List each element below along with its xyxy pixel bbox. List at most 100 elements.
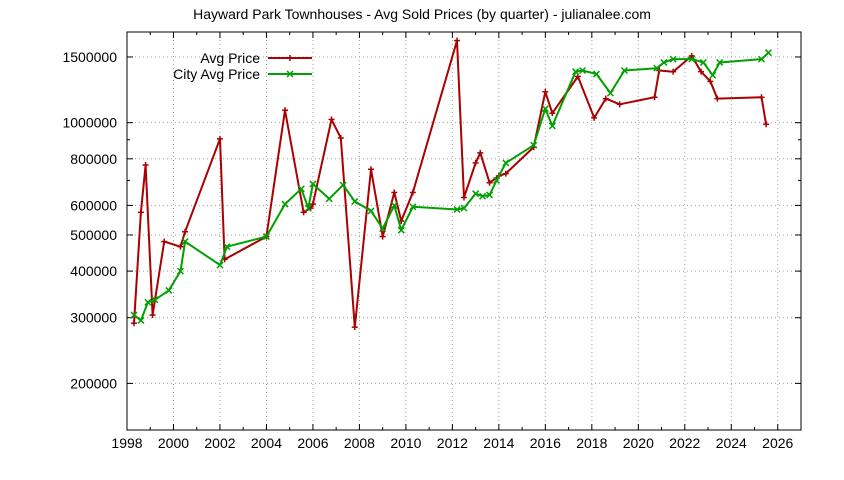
data-point-avg-price xyxy=(409,189,416,196)
point-marker-city-avg-price xyxy=(165,286,173,294)
data-point-avg-price xyxy=(670,68,677,75)
data-point-avg-price xyxy=(763,121,770,128)
x-tick-label: 2002 xyxy=(204,435,235,451)
data-point-avg-price xyxy=(688,52,695,59)
point-marker-city-avg-price xyxy=(137,316,145,324)
x-tick-label: 2016 xyxy=(530,435,561,451)
data-point-city-avg-price xyxy=(530,141,538,149)
point-marker-city-avg-price xyxy=(281,200,289,208)
point-marker-city-avg-price xyxy=(339,181,347,189)
x-tick-label: 2024 xyxy=(716,435,747,451)
data-point-city-avg-price xyxy=(281,200,289,208)
x-tick-label: 2018 xyxy=(576,435,607,451)
point-marker-city-avg-price xyxy=(592,70,601,78)
point-marker-city-avg-price xyxy=(453,205,461,214)
data-point-avg-price xyxy=(758,94,765,101)
data-point-avg-price xyxy=(149,312,156,319)
point-marker-city-avg-price xyxy=(541,105,549,113)
data-point-avg-price xyxy=(454,37,461,44)
point-marker-city-avg-price xyxy=(579,66,587,75)
x-tick-label: 1998 xyxy=(111,435,142,451)
point-marker-city-avg-price xyxy=(606,89,614,97)
data-point-avg-price xyxy=(391,189,398,196)
data-point-avg-price xyxy=(602,95,609,102)
point-marker-city-avg-price xyxy=(688,55,696,63)
legend: Avg Price City Avg Price xyxy=(173,50,312,82)
data-point-city-avg-price xyxy=(351,197,359,205)
point-marker-city-avg-price xyxy=(699,58,707,66)
point-marker-city-avg-price xyxy=(397,226,405,234)
x-tick-label: 2026 xyxy=(762,435,793,451)
data-point-city-avg-price xyxy=(660,58,668,66)
data-point-avg-price xyxy=(486,179,493,186)
data-point-city-avg-price xyxy=(151,296,159,304)
point-marker-city-avg-price xyxy=(262,233,270,241)
data-point-city-avg-price xyxy=(297,185,305,193)
point-marker-city-avg-price xyxy=(460,204,468,212)
point-marker-city-avg-price xyxy=(660,58,668,66)
data-point-city-avg-price xyxy=(144,298,152,306)
data-point-city-avg-price xyxy=(325,195,333,203)
data-point-city-avg-price xyxy=(453,205,461,214)
point-marker-city-avg-price xyxy=(669,55,677,63)
data-point-city-avg-price xyxy=(486,191,494,199)
data-point-city-avg-price xyxy=(548,122,556,130)
data-point-avg-price xyxy=(130,320,137,327)
data-point-avg-price xyxy=(368,166,375,173)
point-marker-city-avg-price xyxy=(144,298,152,306)
data-point-avg-price xyxy=(707,78,714,85)
data-point-avg-price xyxy=(161,238,168,245)
data-point-city-avg-price xyxy=(262,233,270,241)
data-point-avg-price xyxy=(472,159,479,166)
data-point-avg-price xyxy=(351,324,358,331)
series-line-avg-price xyxy=(133,39,768,329)
y-tick-label: 200000 xyxy=(70,375,117,391)
point-marker-city-avg-price xyxy=(181,238,189,246)
y-tick-label: 400000 xyxy=(70,263,117,279)
data-point-avg-price xyxy=(328,116,335,123)
x-tick-label: 2014 xyxy=(483,435,514,451)
data-point-avg-price xyxy=(300,209,307,216)
point-marker-city-avg-price xyxy=(379,225,387,233)
data-point-avg-price xyxy=(502,170,509,177)
data-point-city-avg-price xyxy=(709,71,717,79)
data-point-avg-price xyxy=(698,68,705,75)
data-point-avg-price xyxy=(477,149,484,156)
data-point-city-avg-price xyxy=(304,204,312,212)
data-point-city-avg-price xyxy=(379,225,387,233)
data-point-avg-price xyxy=(216,135,223,142)
point-marker-city-avg-price xyxy=(716,58,724,66)
x-tick-label: 2020 xyxy=(623,435,654,451)
data-point-city-avg-price xyxy=(493,176,501,184)
data-point-avg-price xyxy=(616,101,623,108)
data-point-avg-price xyxy=(461,194,467,201)
data-point-city-avg-price xyxy=(216,261,224,269)
point-marker-city-avg-price xyxy=(390,201,398,209)
point-marker-city-avg-price xyxy=(530,141,538,149)
series-line-city-avg-price xyxy=(133,51,770,322)
x-tick-label: 2004 xyxy=(251,435,282,451)
data-point-city-avg-price xyxy=(653,64,661,72)
point-marker-city-avg-price xyxy=(572,68,580,76)
data-point-city-avg-price xyxy=(130,311,138,319)
data-point-city-avg-price xyxy=(397,226,405,234)
point-marker-city-avg-price xyxy=(223,243,231,251)
legend-marker-city-avg-price xyxy=(286,70,294,78)
data-point-city-avg-price xyxy=(669,55,677,63)
chart-title: Hayward Park Townhouses - Avg Sold Price… xyxy=(193,6,651,22)
legend-label-city-avg-price: City Avg Price xyxy=(173,66,260,82)
data-point-city-avg-price xyxy=(764,49,772,57)
x-tick-label: 2006 xyxy=(297,435,328,451)
point-marker-city-avg-price xyxy=(486,191,494,199)
data-point-city-avg-price xyxy=(472,190,480,198)
y-tick-label: 1500000 xyxy=(62,49,117,65)
data-point-city-avg-price xyxy=(688,55,696,63)
point-marker-city-avg-price xyxy=(479,192,487,200)
data-point-city-avg-price xyxy=(620,66,628,75)
data-point-city-avg-price xyxy=(181,238,189,246)
data-point-avg-price xyxy=(549,110,556,117)
data-point-city-avg-price xyxy=(460,204,468,212)
x-tick-label: 2008 xyxy=(344,435,375,451)
data-point-city-avg-price xyxy=(699,58,707,66)
